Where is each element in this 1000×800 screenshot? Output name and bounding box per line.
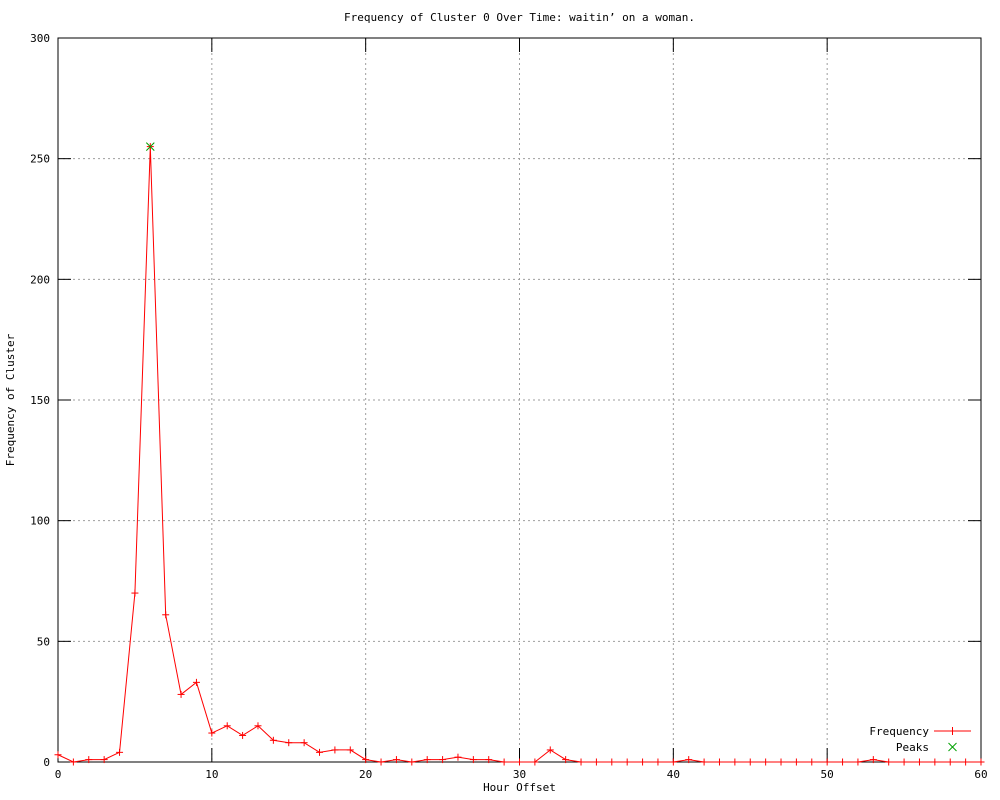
- x-tick-label: 50: [821, 768, 834, 781]
- x-tick-label: 0: [55, 768, 62, 781]
- legend-label-peaks: Peaks: [896, 741, 929, 754]
- x-tick-label: 60: [974, 768, 987, 781]
- y-tick-label: 150: [30, 394, 50, 407]
- x-tick-label: 30: [513, 768, 526, 781]
- legend-label-frequency: Frequency: [869, 725, 929, 738]
- y-tick-label: 300: [30, 32, 50, 45]
- y-tick-label: 200: [30, 273, 50, 286]
- y-axis-label: Frequency of Cluster: [4, 333, 17, 466]
- tick-labels: 0 10 20 30 40 50 60 0 50 100 150 200 250 300: [30, 32, 988, 781]
- x-tick-label: 40: [667, 768, 680, 781]
- gridlines: [58, 38, 981, 762]
- legend-sample-cross: [948, 742, 957, 752]
- y-tick-label: 0: [43, 756, 50, 769]
- chart-title: Frequency of Cluster 0 Over Time: waitin…: [344, 11, 695, 24]
- x-axis-label: Hour Offset: [483, 781, 556, 794]
- frequency-series: [54, 143, 985, 766]
- y-tick-label: 250: [30, 153, 50, 166]
- x-tick-label: 10: [205, 768, 218, 781]
- peaks-series: [145, 142, 155, 151]
- legend: Frequency Peaks: [869, 725, 971, 754]
- y-tick-label: 50: [37, 635, 50, 648]
- peak-marker: [145, 142, 155, 151]
- x-tick-label: 20: [359, 768, 372, 781]
- y-tick-label: 100: [30, 515, 50, 528]
